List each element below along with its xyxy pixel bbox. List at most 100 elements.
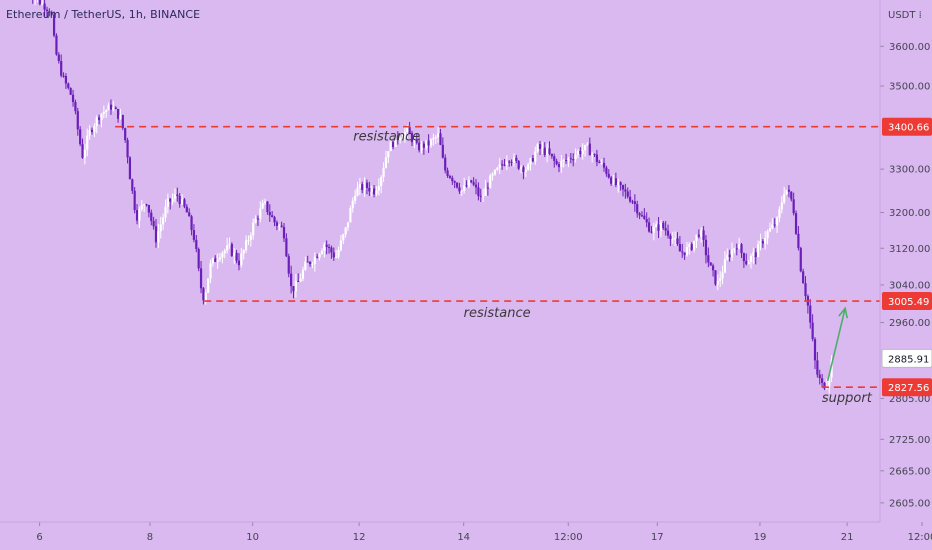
candle-body	[733, 248, 736, 250]
candle-body	[52, 14, 56, 36]
candle-body	[135, 210, 139, 221]
candle-body	[292, 286, 295, 292]
candle-body	[738, 244, 741, 249]
candle-body	[197, 248, 200, 269]
candle-body	[112, 107, 115, 110]
candle-body	[114, 107, 117, 110]
candle-body	[662, 222, 665, 229]
candle-body	[57, 54, 60, 62]
candle-body	[607, 173, 610, 178]
candle-body	[311, 263, 314, 265]
candle-body	[214, 258, 217, 262]
candle-body	[591, 154, 594, 156]
candle-body	[218, 257, 222, 260]
candle-body	[503, 164, 506, 166]
candle-body	[164, 206, 167, 218]
candle-body	[45, 9, 49, 12]
candle-body	[223, 250, 226, 254]
level-lines	[115, 125, 880, 388]
candle-body	[185, 206, 188, 213]
candle-body	[98, 117, 101, 120]
candle-body	[775, 217, 779, 226]
x-tick-label: 6	[36, 532, 42, 543]
x-tick-label: 12	[353, 532, 366, 543]
candle-body	[249, 235, 252, 240]
candle-body	[498, 164, 501, 168]
candle-body	[576, 150, 580, 155]
candle-body	[351, 200, 354, 209]
candle-body	[278, 225, 281, 227]
candle-body	[531, 158, 535, 162]
candle-body	[254, 218, 257, 223]
candle-body	[569, 158, 572, 160]
candle-body	[747, 261, 750, 265]
price-tag-label: 2885.91	[888, 354, 929, 365]
candle-body	[821, 378, 824, 383]
candle-body	[619, 182, 622, 186]
annotation-resistance: resistance	[353, 130, 420, 145]
candle-body	[448, 176, 452, 178]
candle-body	[652, 226, 655, 233]
candle-body	[543, 147, 546, 155]
candle-body	[235, 252, 238, 261]
candle-body	[707, 255, 710, 263]
candle-body	[330, 247, 333, 253]
candle-body	[339, 240, 343, 250]
candle-body	[247, 239, 250, 241]
candle-body	[496, 167, 499, 170]
candle-body	[387, 151, 390, 158]
price-tag: 2885.91	[881, 348, 932, 368]
candle-body	[548, 148, 551, 154]
candle-body	[816, 360, 819, 375]
candle-body	[455, 182, 459, 188]
candle-body	[173, 194, 177, 199]
arrow-line	[826, 308, 846, 382]
candle-body	[519, 167, 523, 169]
candle-body	[685, 247, 689, 256]
candle-body	[823, 382, 826, 389]
candle-body	[152, 221, 155, 227]
candle-body	[813, 339, 817, 361]
candle-body	[562, 159, 565, 161]
candle-body	[391, 141, 395, 148]
time-axis[interactable]: 6 8 10 12 14 12:00 17 19 21 12:00	[36, 522, 932, 543]
candle-body	[436, 133, 440, 138]
candle-body	[335, 256, 338, 258]
candle-body	[633, 201, 636, 205]
candle-body	[401, 137, 404, 139]
candle-body	[69, 87, 72, 95]
candle-body	[799, 248, 802, 272]
price-tag-box	[882, 292, 932, 311]
candle-body	[320, 250, 324, 254]
candle-body	[337, 249, 340, 257]
candle-body	[754, 252, 757, 258]
candle-body	[126, 140, 129, 158]
candle-body	[408, 127, 411, 134]
candle-body	[128, 157, 132, 180]
candle-body	[145, 204, 148, 206]
candle-body	[515, 157, 518, 161]
candle-body	[157, 231, 160, 243]
candle-body	[553, 156, 556, 161]
candle-body	[714, 270, 717, 285]
candle-body	[143, 204, 146, 206]
candle-body	[138, 209, 141, 221]
candle-body	[583, 144, 587, 151]
y-tick-label: 2960.00	[889, 318, 930, 329]
candle-body	[90, 129, 94, 132]
currency-text: USDT	[888, 10, 916, 21]
candle-body	[444, 157, 447, 171]
candle-body	[38, 0, 41, 5]
candle-body	[500, 164, 504, 166]
price-axis[interactable]: 3600.00 3500.00 3300.00 3200.00 3120.00 3040.…	[880, 42, 930, 510]
chart-title: Ethereum / TetherUS, 1h, BINANCE	[6, 8, 201, 21]
candle-body	[785, 189, 788, 195]
candle-body	[605, 167, 608, 174]
x-tick-label: 12:00	[908, 532, 932, 543]
candle-body	[586, 143, 589, 145]
candle-body	[150, 212, 153, 222]
candle-body	[702, 230, 705, 240]
candle-body	[280, 225, 283, 227]
candle-body	[761, 241, 764, 244]
